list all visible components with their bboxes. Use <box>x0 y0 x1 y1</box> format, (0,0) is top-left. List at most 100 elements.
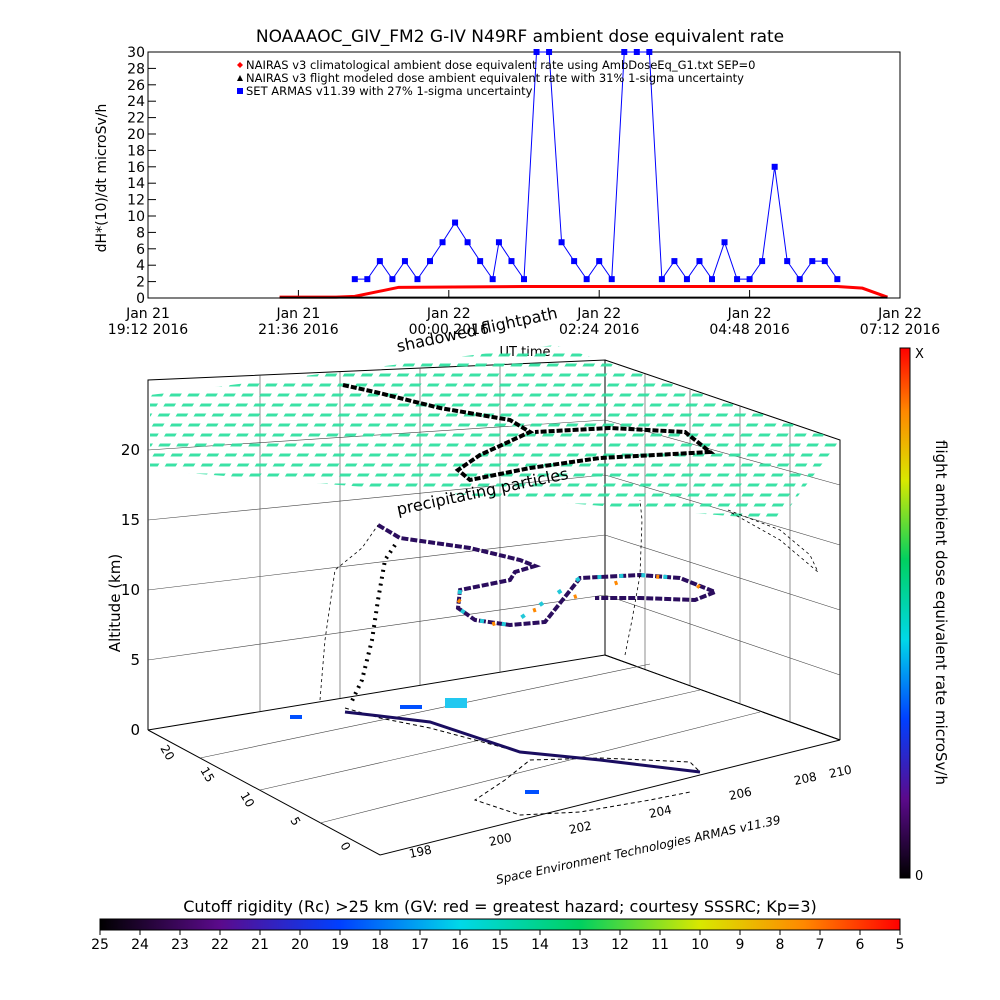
rigidity-tick-label: 23 <box>171 937 189 953</box>
armas-point <box>351 276 358 283</box>
credit-label: Space Environment Technologies ARMAS v11… <box>495 813 782 887</box>
armas-point <box>389 276 396 283</box>
armas-point <box>721 239 728 246</box>
legend-label: NAIRAS v3 climatological ambient dose eq… <box>246 58 755 72</box>
altitude-axis-label: Altitude (km) <box>106 554 124 652</box>
armas-point <box>464 239 471 246</box>
top-y-tick-label: 4 <box>136 258 145 274</box>
rigidity-tick-label: 14 <box>531 937 549 953</box>
latitude-tick-label: 5 <box>287 815 303 829</box>
flightpath-climb <box>348 543 397 706</box>
rigidity-tick-label: 22 <box>211 937 229 953</box>
armas-point <box>401 258 408 265</box>
latitude-tick-label: 0 <box>337 840 353 854</box>
blue-patch-3 <box>290 715 302 719</box>
top-y-tick-label: 20 <box>127 127 145 143</box>
top-x-tick-label-time: 02:24 2016 <box>559 322 640 338</box>
armas-point <box>683 276 690 283</box>
top-x-tick-label-date: Jan 22 <box>727 306 772 322</box>
armas-point <box>508 258 515 265</box>
rigidity-bar-label: Cutoff rigidity (Rc) >25 km (GV: red = g… <box>183 897 817 916</box>
rigidity-tick-label: 8 <box>776 937 785 953</box>
rigidity-tick-label: 15 <box>491 937 509 953</box>
ground-shadow-wall <box>319 524 379 701</box>
longitude-tick-label: 206 <box>728 784 753 802</box>
armas-point <box>495 239 502 246</box>
armas-point <box>489 276 496 283</box>
rigidity-tick-label: 7 <box>816 937 825 953</box>
armas-point <box>746 276 753 283</box>
rigidity-tick-label: 10 <box>691 937 709 953</box>
legend-label: NAIRAS v3 flight modeled dose ambient eq… <box>246 71 744 85</box>
blue-patch <box>445 698 467 708</box>
precipitating-particles-plane <box>150 345 840 520</box>
armas-point <box>784 258 791 265</box>
rigidity-tick-label: 16 <box>451 937 469 953</box>
top-x-tick-label-time: 04:48 2016 <box>709 322 790 338</box>
colorbar-max-label: X <box>915 347 924 362</box>
blue-patch-2 <box>400 705 422 709</box>
shadow-flightpath-top <box>342 383 716 483</box>
rigidity-tick-label: 11 <box>651 937 669 953</box>
rigidity-tick-label: 17 <box>411 937 429 953</box>
legend-marker-square <box>237 88 243 94</box>
colorbar-label: flight ambient dose equivalent rate micr… <box>932 440 950 785</box>
top-x-tick-label-date: Jan 22 <box>877 306 922 322</box>
top-x-tick-label-date: Jan 22 <box>426 306 471 322</box>
longitude-tick-label: 200 <box>488 830 513 848</box>
rigidity-tick-label: 24 <box>131 937 149 953</box>
flightpath-altitude <box>376 523 721 628</box>
top-y-tick-label: 2 <box>136 275 145 291</box>
armas-point <box>608 276 615 283</box>
top-x-tick-label-date: Jan 21 <box>275 306 320 322</box>
rigidity-tick-label: 18 <box>371 937 389 953</box>
ground-shadow-wall-right <box>624 499 643 656</box>
armas-point <box>427 258 433 265</box>
armas-point <box>571 258 578 265</box>
armas-point <box>658 276 665 283</box>
top-chart-title: NOAAAOC_GIV_FM2 G-IV N49RF ambient dose … <box>256 27 784 47</box>
longitude-axis: 198 200 202 204 206 208 210 <box>408 762 853 860</box>
top-y-tick-label: 16 <box>127 160 145 176</box>
armas-point <box>771 163 778 170</box>
armas-point <box>734 276 741 283</box>
legend-marker-triangle <box>237 75 243 81</box>
armas-point <box>809 258 816 265</box>
blue-patch-4 <box>525 790 539 794</box>
armas-point <box>821 258 828 265</box>
top-y-tick-label: 30 <box>127 45 145 61</box>
rigidity-tick-label: 20 <box>291 937 309 953</box>
top-y-tick-label: 8 <box>136 225 145 241</box>
armas-point <box>452 219 459 226</box>
top-x-tick-label-time: 00:00 2016 <box>409 322 490 338</box>
top-legend: NAIRAS v3 climatological ambient dose eq… <box>237 58 755 98</box>
armas-point <box>646 49 653 55</box>
armas-point <box>696 258 703 265</box>
top-y-tick-label: 26 <box>127 78 145 94</box>
top-y-tick-label: 0 <box>136 291 145 307</box>
top-x-tick-label-time: 07:12 2016 <box>860 322 941 338</box>
ground-track-color <box>344 710 701 774</box>
rigidity-tick-label: 19 <box>331 937 349 953</box>
rigidity-tick-label: 5 <box>896 937 905 953</box>
armas-point <box>633 49 640 55</box>
altitude-tick-label: 5 <box>130 651 140 669</box>
armas-point <box>759 258 766 265</box>
top-y-tick-label: 14 <box>127 176 145 192</box>
longitude-tick-label: 202 <box>568 818 593 836</box>
altitude-tick-label: 10 <box>121 581 140 599</box>
top-y-axis-label: dH*(10)/dt microSv/h <box>94 104 110 253</box>
armas-point <box>477 258 484 265</box>
top-x-tick-label-time: 19:12 2016 <box>108 322 189 338</box>
top-y-tick-label: 18 <box>127 143 145 159</box>
longitude-tick-label: 208 <box>793 769 818 787</box>
latitude-tick-label: 20 <box>157 743 177 763</box>
rigidity-tick-label: 21 <box>251 937 269 953</box>
latitude-tick-label: 10 <box>237 790 257 810</box>
armas-point <box>558 239 565 246</box>
series-line-3 <box>354 51 838 281</box>
altitude-tick-label: 15 <box>121 511 140 529</box>
altitude-tick-label: 0 <box>130 721 140 739</box>
latitude-axis: 0 5 10 15 20 <box>157 743 353 854</box>
